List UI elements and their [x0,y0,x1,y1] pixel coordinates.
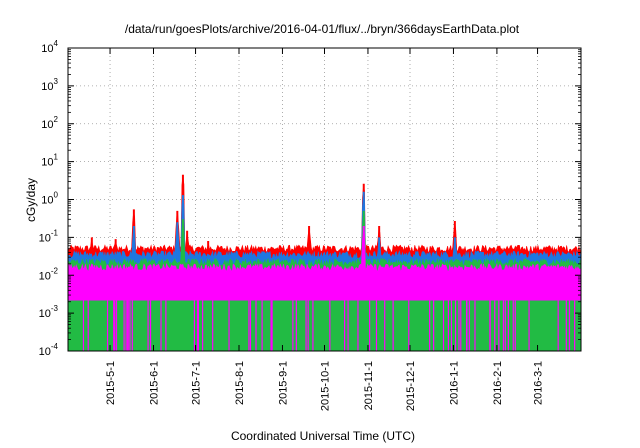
series-area [67,227,582,301]
y-axis-title: cGy/day [24,178,38,222]
x-tick-label: 2015-7-1 [191,361,203,405]
x-tick-label: 2016-3-1 [533,361,545,405]
y-tick-label: 10-4 [39,342,59,358]
y-tick-label: 101 [41,153,58,169]
ticks [68,47,581,352]
x-tick-label: 2015-9-1 [277,361,289,405]
series-layer [67,174,582,352]
y-tick-label: 100 [41,191,58,207]
y-tick-label: 102 [41,115,58,131]
ylabels: 10-4 10-3 10-2 10-1 100 101 102 103 104 [39,39,59,358]
y-tick-label: 10-1 [39,228,59,244]
x-tick-label: 2015-5-1 [105,361,117,405]
y-tick-label: 103 [41,77,58,93]
x-tick-label: 2015-8-1 [234,361,246,405]
xlabels: 2015-5-1 2015-6-1 2015-7-1 2015-8-1 2015-9-1… [105,361,545,411]
y-tick-label: 10-2 [39,266,59,282]
x-tick-label: 2016-2-1 [492,361,504,405]
y-tick-label: 10-3 [39,304,59,320]
chart-title: /data/run/goesPlots/archive/2016-04-01/f… [125,22,520,36]
x-axis-title: Coordinated Universal Time (UTC) [231,429,415,443]
series-4 [67,225,582,351]
y-tick-label: 104 [41,39,58,55]
x-tick-label: 2015-12-1 [405,361,417,411]
x-tick-label: 2015-11-1 [363,361,375,410]
x-tick-label: 2015-6-1 [149,361,161,405]
x-tick-label: 2016-1-1 [448,361,460,405]
x-tick-label: 2015-10-1 [320,361,332,411]
